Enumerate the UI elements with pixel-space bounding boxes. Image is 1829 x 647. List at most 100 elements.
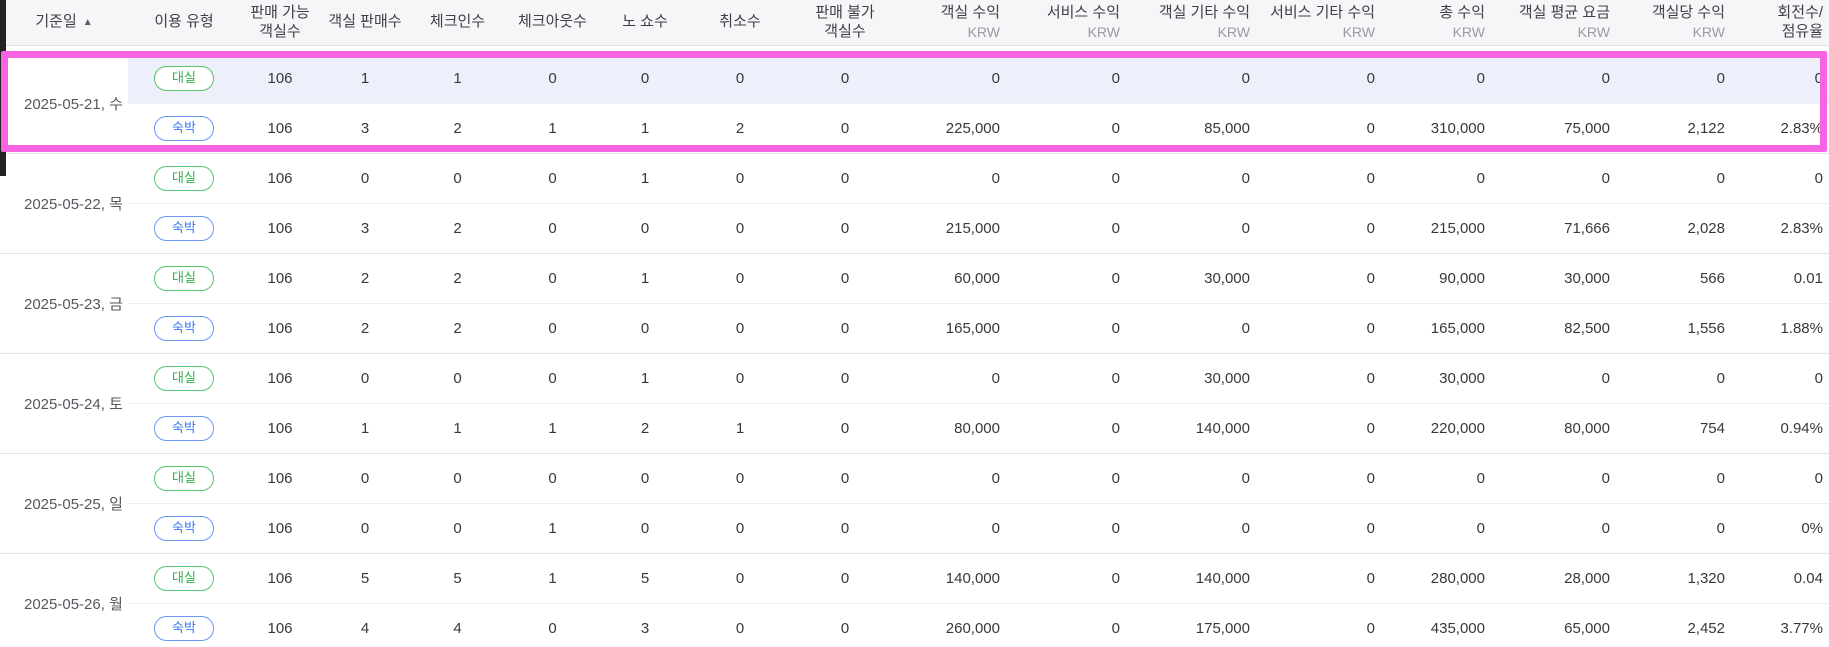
column-header-unavailable-rooms[interactable]: 판매 불가 객실수: [790, 0, 900, 46]
usage-type-badge-sukbak: 숙박: [154, 516, 214, 541]
cell: 0: [600, 453, 690, 504]
cell: 0: [1260, 103, 1385, 154]
cell: 0: [1010, 54, 1130, 104]
cell: 60,000: [900, 253, 1010, 304]
cell: 0: [320, 153, 410, 204]
cell: 0: [1385, 153, 1495, 204]
currency-label: KRW: [1692, 23, 1725, 40]
cell: 0: [1010, 603, 1130, 647]
column-header-service-revenue[interactable]: 서비스 수익 KRW: [1010, 0, 1130, 46]
cell: 0: [900, 54, 1010, 104]
cell: 0: [410, 503, 505, 554]
cell: 220,000: [1385, 403, 1495, 454]
usage-type-badge-daesil: 대실: [154, 66, 214, 91]
header-row: 기준일 ▲ 이용 유형 판매 가능 객실수 객실 판매수 체크인수 체크아웃수 노 …: [0, 0, 1829, 46]
column-header-label: 총 수익: [1439, 3, 1485, 21]
cell: 4: [320, 603, 410, 647]
column-header-revenue-per-room[interactable]: 객실당 수익 KRW: [1620, 0, 1735, 46]
column-header-average-room-rate[interactable]: 객실 평균 요금 KRW: [1495, 0, 1620, 46]
date-label: 2025-05-23, 금: [0, 253, 128, 354]
table-row[interactable]: 2025-05-25, 일 대실 106 0 0 0 0 0 0 0 0 0 0 0 0 0 0: [0, 453, 1829, 554]
currency-label: KRW: [967, 23, 1000, 40]
table-row[interactable]: 2025-05-23, 금 대실 106 2 2 0 1 0 0 60,000 0 30,000 0 90…: [0, 253, 1829, 354]
column-header-checkouts[interactable]: 체크아웃수: [505, 0, 600, 46]
column-header-available-rooms[interactable]: 판매 가능 객실수: [240, 0, 320, 46]
sort-ascending-icon[interactable]: ▲: [82, 17, 93, 29]
cell: 0: [1010, 503, 1130, 554]
cell: 0: [790, 353, 900, 404]
column-header-usage-type[interactable]: 이용 유형: [128, 0, 240, 46]
column-header-no-shows[interactable]: 노 쇼수: [600, 0, 690, 46]
cell: 28,000: [1495, 553, 1620, 604]
cell: 0: [1735, 353, 1829, 404]
cell: 5: [320, 553, 410, 604]
cell: 0: [1260, 253, 1385, 304]
usage-type-badge-daesil: 대실: [154, 266, 214, 291]
cell: 2: [600, 403, 690, 454]
cell: 2.83%: [1735, 203, 1829, 254]
column-header-rooms-sold[interactable]: 객실 판매수: [320, 0, 410, 46]
cell: 1,556: [1620, 303, 1735, 354]
cell: 0: [600, 54, 690, 104]
table-row[interactable]: 숙박 106 3 2 0 0 0 0 215,000 0 0 0 215,000 71,666 2,028 2…: [0, 203, 1829, 254]
table-row[interactable]: 숙박 106 4 4 0 3 0 0 260,000 0 175,000 0 435,000 65,000…: [0, 603, 1829, 647]
column-header-cancellations[interactable]: 취소수: [690, 0, 790, 46]
cell: 2.83%: [1735, 103, 1829, 154]
cell: 0: [320, 353, 410, 404]
cell: 106: [240, 303, 320, 354]
cell: 30,000: [1495, 253, 1620, 304]
column-header-label: 노 쇼수: [622, 13, 668, 31]
cell: 165,000: [1385, 303, 1495, 354]
cell: 0: [790, 403, 900, 454]
column-header-label: 객실당 수익: [1651, 3, 1725, 21]
table-row[interactable]: 숙박 106 2 2 0 0 0 0 165,000 0 0 0 165,000 82,500 1,556 1…: [0, 303, 1829, 354]
column-header-total-revenue[interactable]: 총 수익 KRW: [1385, 0, 1495, 46]
table-row[interactable]: 2025-05-26, 월 대실 106 5 5 1 5 0 0 140,000 0 140,000 0…: [0, 553, 1829, 647]
cell: 1.88%: [1735, 303, 1829, 354]
cell: 0: [1495, 453, 1620, 504]
table-row[interactable]: 2025-05-24, 토 대실 106 0 0 0 1 0 0 0 0 30,000 0 30,000 0…: [0, 353, 1829, 454]
cell: 0: [505, 153, 600, 204]
cell: 82,500: [1495, 303, 1620, 354]
cell: 0: [790, 303, 900, 354]
table-row[interactable]: 2025-05-21, 수 대실 106 1 1 0 0 0 0 0 0 0 0 0 0 0 0: [0, 54, 1829, 154]
column-header-date[interactable]: 기준일 ▲: [0, 0, 128, 46]
usage-type-badge-sukbak: 숙박: [154, 116, 214, 141]
cell: 0: [1260, 553, 1385, 604]
table-row[interactable]: 숙박 106 3 2 1 1 2 0 225,000 0 85,000 0 310,000 75,000 2…: [0, 103, 1829, 154]
table-row[interactable]: 숙박 106 0 0 1 0 0 0 0 0 0 0 0 0 0 0%: [0, 503, 1829, 554]
table-row[interactable]: 2025-05-22, 목 대실 106 0 0 0 1 0 0 0 0 0 0 0 0 0 0: [0, 153, 1829, 254]
usage-type-badge-sukbak: 숙박: [154, 216, 214, 241]
column-header-turnover-occupancy[interactable]: 회전수/점유율: [1735, 0, 1829, 46]
cell: 0: [1130, 153, 1260, 204]
usage-type-badge-daesil: 대실: [154, 566, 214, 591]
cell: 140,000: [1130, 403, 1260, 454]
cell: 85,000: [1130, 103, 1260, 154]
cell: 0: [1495, 153, 1620, 204]
cell: 0: [1620, 503, 1735, 554]
spacer: [0, 45, 1829, 54]
column-header-label: 객실 기타 수익: [1158, 3, 1250, 21]
cell: 0: [600, 503, 690, 554]
cell: 0: [410, 353, 505, 404]
column-header-label: 체크인수: [429, 13, 486, 31]
cell: 80,000: [900, 403, 1010, 454]
cell: 0: [505, 253, 600, 304]
column-header-checkins[interactable]: 체크인수: [410, 0, 505, 46]
cell: 0: [505, 353, 600, 404]
cell: 0: [900, 503, 1010, 554]
column-header-label: 서비스 기타 수익: [1270, 3, 1375, 21]
column-header-label: 점유율: [1781, 22, 1823, 40]
column-header-room-revenue[interactable]: 객실 수익 KRW: [900, 0, 1010, 46]
cell: 3.77%: [1735, 603, 1829, 647]
column-header-service-other-revenue[interactable]: 서비스 기타 수익 KRW: [1260, 0, 1385, 46]
cell: 215,000: [900, 203, 1010, 254]
table-row[interactable]: 숙박 106 1 1 1 2 1 0 80,000 0 140,000 0 220,000 80,000 7…: [0, 403, 1829, 454]
cell: 0: [690, 603, 790, 647]
column-header-label: 객실 판매수: [328, 13, 402, 31]
column-header-room-other-revenue[interactable]: 객실 기타 수익 KRW: [1130, 0, 1260, 46]
cell: 0: [690, 353, 790, 404]
date-label: 2025-05-24, 토: [0, 353, 128, 454]
column-header-label: 서비스 수익: [1046, 3, 1120, 21]
